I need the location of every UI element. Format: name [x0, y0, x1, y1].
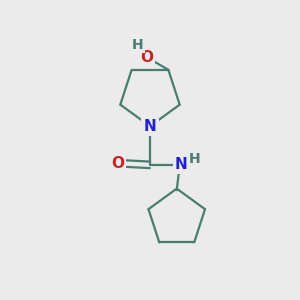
Text: H: H [189, 152, 200, 166]
Text: N: N [144, 119, 156, 134]
Text: O: O [140, 50, 153, 64]
Text: H: H [132, 38, 143, 52]
Text: N: N [175, 158, 188, 172]
Text: O: O [111, 156, 124, 171]
